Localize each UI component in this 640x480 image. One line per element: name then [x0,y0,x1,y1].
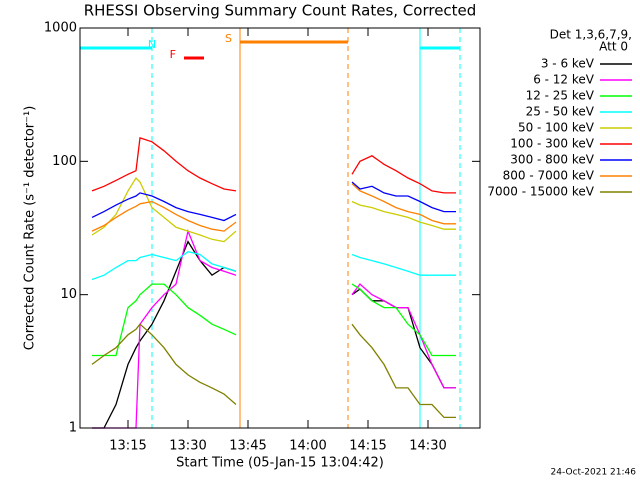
series-line [91,176,456,243]
flag-label: N [148,38,156,51]
series-line [92,283,456,357]
legend-label: 100 - 300 keV [510,137,594,151]
legend-label: 25 - 50 keV [526,105,595,119]
y-tick-label: 10 [60,287,77,302]
flag-label: S [225,32,232,45]
y-tick-label: 100 [52,154,77,169]
legend-label: 800 - 7000 keV [503,169,595,183]
series-line [91,250,456,281]
plot-frame [79,27,481,429]
legend-label: 6 - 12 keV [533,73,595,87]
series-line [91,323,456,419]
x-tick-label: 13:45 [229,439,266,454]
y-axis-label: Corrected Count Rate (s⁻¹ detector⁻¹) [23,106,38,351]
x-tick-label: 13:30 [169,439,206,454]
x-tick-label: 14:15 [349,439,386,454]
footer: 24-Oct-2021 21:46 [551,468,637,478]
series-line [91,181,456,222]
legend-label: 12 - 25 keV [526,89,595,103]
legend-label: 50 - 100 keV [518,121,595,135]
legend-label: 300 - 800 keV [510,153,594,167]
legend-header: Det 1,3,6,7,9, [550,28,632,42]
series-line [91,137,456,194]
legend-label: 7000 - 15000 keV [487,185,594,199]
y-tick-label: 1000 [44,21,77,36]
x-axis-label: Start Time (05-Jan-15 13:04:42) [176,456,384,471]
legend-header: Att 0 [599,40,628,54]
flag-label: F [170,48,176,61]
chart-title: RHESSI Observing Summary Count Rates, Co… [84,2,477,20]
x-tick-label: 13:15 [109,439,146,454]
legend-label: 3 - 6 keV [541,57,595,71]
x-tick-label: 14:30 [409,439,446,454]
x-tick-label: 14:00 [289,439,326,454]
series-line [91,183,456,232]
y-tick-label: 1 [69,421,77,436]
